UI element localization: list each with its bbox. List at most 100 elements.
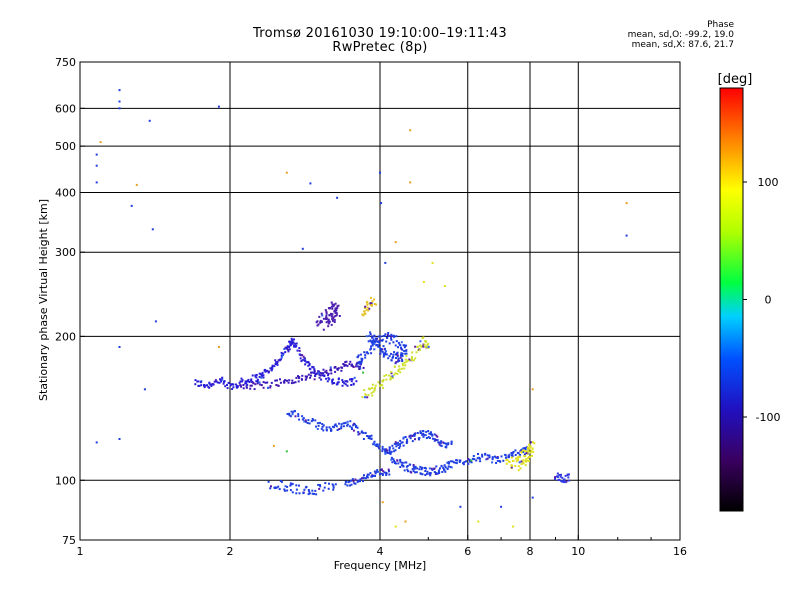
data-point: [203, 384, 205, 387]
data-point: [290, 343, 293, 346]
data-point: [154, 320, 157, 323]
data-point: [374, 339, 377, 342]
data-point: [252, 381, 255, 384]
data-point: [340, 427, 343, 430]
data-point: [292, 341, 295, 344]
data-point: [348, 425, 351, 428]
data-point: [387, 452, 390, 454]
data-point: [488, 454, 491, 457]
data-point: [554, 476, 557, 479]
data-point: [362, 314, 365, 317]
data-point: [288, 346, 291, 348]
data-point: [301, 354, 304, 357]
data-point: [411, 435, 414, 437]
data-point: [330, 369, 333, 372]
data-point: [363, 310, 366, 313]
data-point: [447, 465, 450, 468]
data-point: [414, 357, 417, 360]
data-point: [335, 425, 338, 428]
data-point: [317, 370, 320, 373]
data-point: [381, 474, 384, 476]
data-point: [371, 394, 374, 397]
data-point: [369, 302, 372, 305]
data-point: [344, 422, 347, 425]
data-point: [362, 371, 365, 374]
data-point: [288, 379, 291, 382]
data-point: [299, 357, 302, 360]
data-point: [322, 328, 325, 331]
data-point: [370, 437, 373, 440]
data-point: [401, 348, 404, 351]
data-point: [353, 482, 356, 485]
data-point: [324, 370, 327, 373]
data-point: [288, 348, 291, 351]
data-point: [439, 467, 441, 470]
data-point: [458, 461, 461, 463]
data-point: [245, 382, 248, 385]
data-point: [330, 305, 333, 308]
data-point: [454, 461, 457, 464]
data-point: [430, 431, 432, 434]
data-point: [406, 438, 408, 441]
y-tick-label: 300: [55, 246, 76, 259]
data-point: [524, 464, 527, 467]
data-point: [370, 434, 373, 437]
data-point: [343, 364, 346, 367]
data-point: [323, 486, 326, 489]
data-point: [395, 445, 398, 448]
data-point: [302, 355, 305, 358]
data-point: [305, 377, 308, 380]
data-point: [384, 351, 387, 354]
data-point: [422, 345, 425, 348]
data-point: [305, 361, 308, 364]
data-point: [238, 381, 241, 384]
data-point: [500, 455, 503, 458]
data-point: [523, 453, 526, 456]
data-point: [325, 426, 328, 429]
data-point: [234, 383, 237, 386]
data-point: [334, 307, 337, 310]
data-point: [368, 307, 371, 310]
colorbar-tick-label: 100: [758, 176, 779, 189]
data-point: [95, 164, 98, 167]
data-point: [359, 478, 362, 481]
data-point: [332, 484, 335, 487]
data-point: [342, 363, 345, 365]
data-point: [334, 370, 337, 373]
data-point: [366, 303, 369, 306]
data-point: [358, 368, 361, 370]
data-point: [379, 335, 382, 338]
data-point: [374, 475, 376, 477]
data-point: [275, 384, 278, 386]
data-point: [401, 360, 404, 362]
data-point: [260, 373, 263, 376]
data-point: [527, 450, 530, 452]
data-point: [368, 334, 371, 337]
data-point: [395, 357, 397, 359]
data-point: [403, 361, 406, 364]
data-point: [279, 381, 282, 384]
data-point: [337, 304, 340, 307]
data-point: [365, 308, 368, 311]
data-point: [411, 356, 413, 358]
data-point: [370, 345, 372, 348]
data-point: [357, 433, 360, 436]
data-point: [403, 346, 406, 349]
data-point: [372, 390, 375, 393]
data-point: [558, 474, 561, 476]
data-point: [485, 458, 488, 461]
data-point: [297, 377, 300, 380]
data-point: [502, 459, 505, 462]
data-point: [260, 376, 263, 379]
data-point: [412, 433, 415, 436]
data-point: [340, 425, 343, 428]
data-point: [301, 378, 303, 381]
data-point: [422, 280, 425, 283]
data-point: [319, 371, 322, 374]
data-point: [291, 342, 294, 345]
data-point: [425, 437, 428, 439]
data-point: [341, 384, 344, 387]
data-point: [291, 482, 294, 485]
data-point: [285, 450, 288, 453]
data-point: [385, 374, 388, 377]
